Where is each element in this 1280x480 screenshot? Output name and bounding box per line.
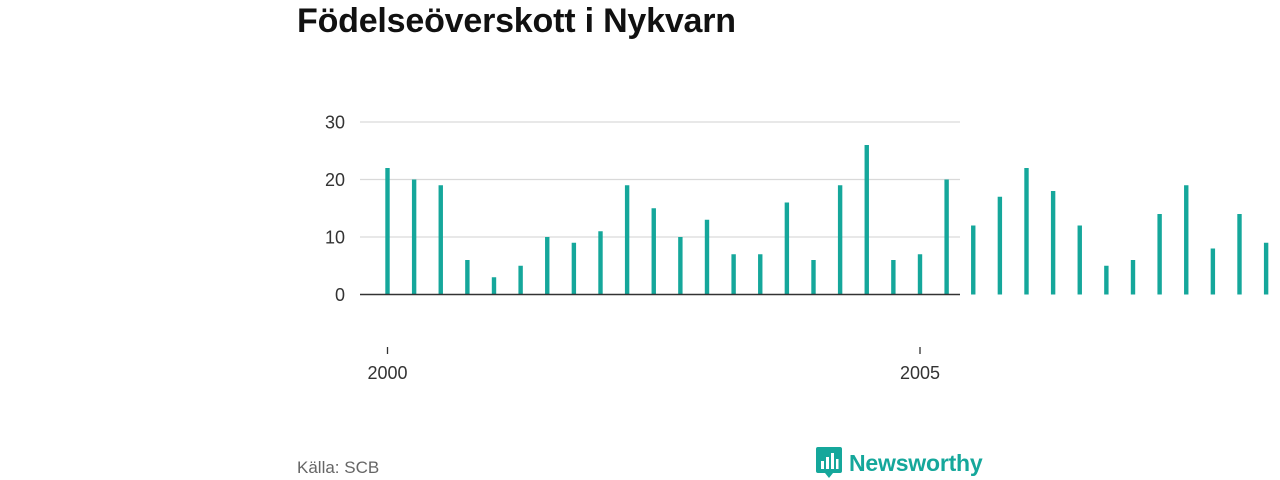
bar [1263,242,1269,295]
bar [971,225,976,295]
bar [1077,225,1082,295]
bar [731,254,736,295]
bar [704,219,710,295]
bar [678,237,683,295]
bar [758,254,763,295]
bar [624,185,630,295]
bar [545,237,550,295]
bar [917,254,923,295]
chart-title: Födelseöverskott i Nykvarn [297,2,736,40]
source-label: Källa: SCB [297,458,380,477]
y-tick-label: 30 [325,113,345,133]
bar [1237,214,1242,295]
bar [571,242,577,295]
x-tick-label: 2005 [900,363,940,383]
bars [385,145,1269,295]
bar [1210,248,1216,295]
grid-lines [360,121,960,238]
bar [491,277,497,295]
bar [411,179,417,295]
bar [997,196,1003,295]
bar [1024,168,1029,295]
bar [837,185,843,295]
bar [1104,265,1109,295]
bar [438,185,443,295]
brand-name: Newsworthy [849,449,983,476]
x-tick-label: 2000 [367,363,407,383]
y-tick-label: 10 [325,228,345,248]
newsworthy-logo-icon [816,447,842,478]
axes: 0102030200020052010201520202025 [325,113,960,383]
bar [1050,191,1056,295]
bar [651,208,656,295]
bar [1130,260,1136,295]
bar [465,260,470,295]
bar [385,168,390,295]
bar [811,260,816,295]
bar [598,231,603,295]
bar [1184,185,1189,295]
bar [944,179,949,295]
bar [784,202,790,295]
bar [864,145,869,295]
bar [891,260,896,295]
bar [518,265,523,295]
brand-logo[interactable]: Newsworthy [815,446,983,480]
y-tick-label: 0 [335,285,345,305]
y-tick-label: 20 [325,170,345,190]
bar [1157,214,1162,295]
